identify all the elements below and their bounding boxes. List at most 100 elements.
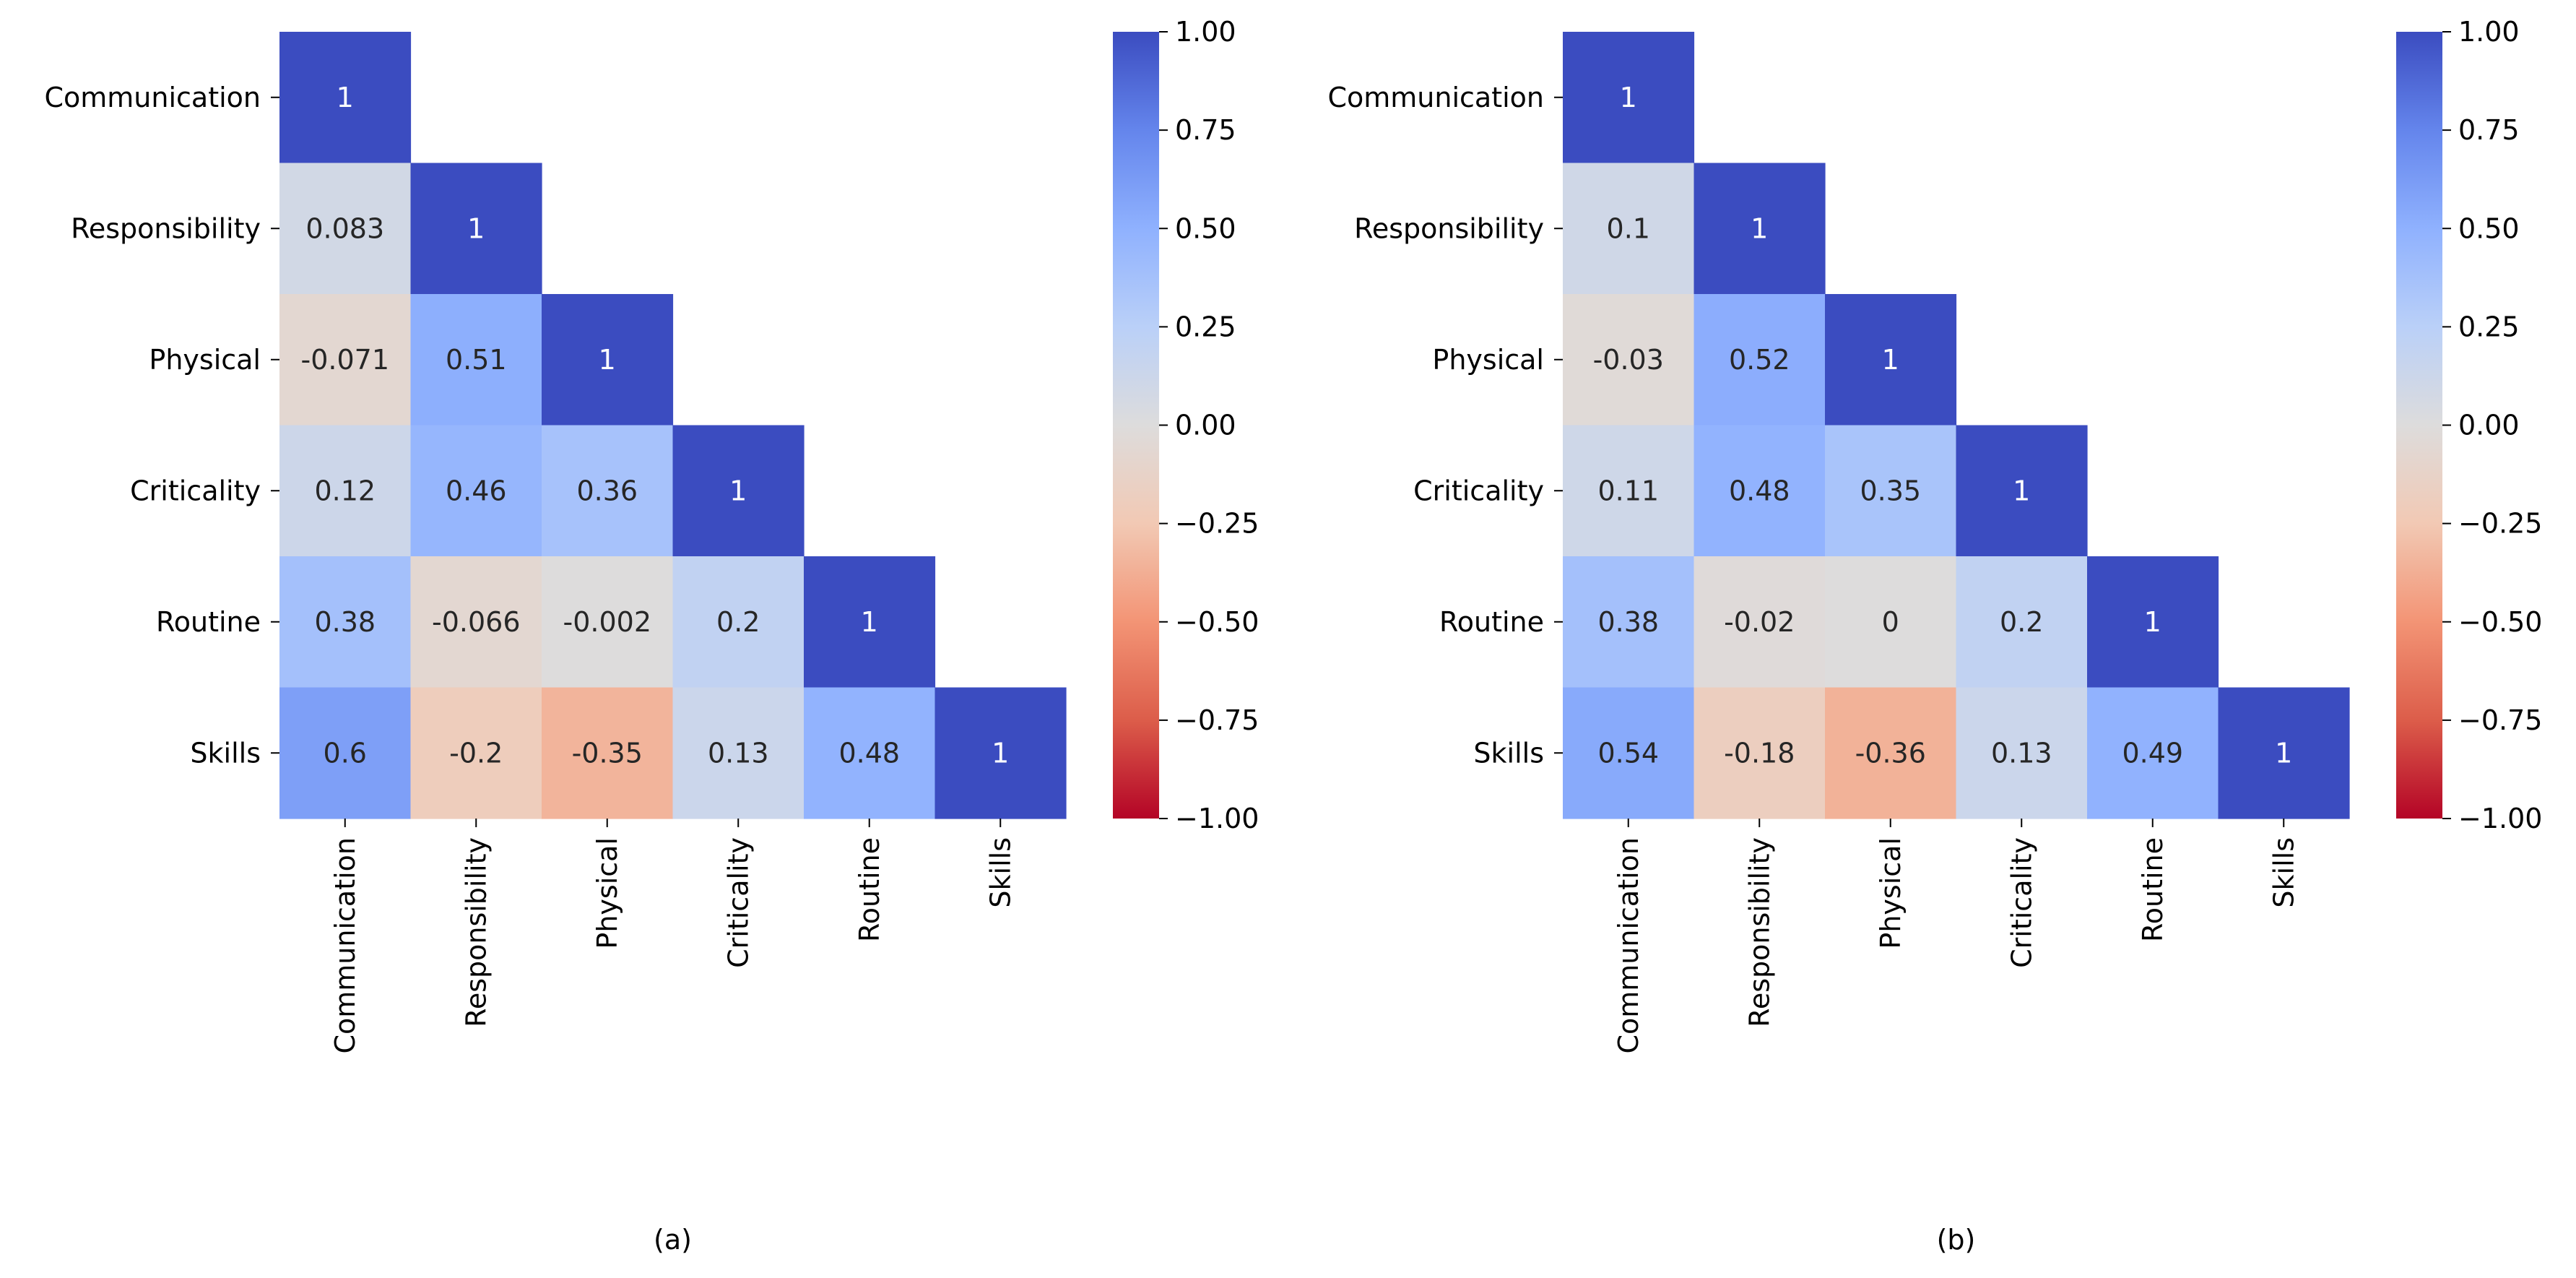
colorbar [2396,32,2442,819]
x-tick-label: Routine [854,837,885,942]
x-tick-label: Communication [1613,837,1644,1054]
heatmap-cell [542,425,674,557]
colorbar-tick-label: 0.75 [2458,114,2520,146]
heatmap-cell [672,687,805,819]
cell-value-label: 1 [992,737,1009,769]
heatmap-cell [279,163,412,295]
x-tick-label: Responsibility [1743,837,1775,1027]
heatmap-cell [279,32,412,164]
cell-value-label: 0.48 [1729,475,1790,506]
heatmap-cell [410,163,542,295]
cell-value-label: 0.48 [838,737,900,769]
heatmap-cell [2087,556,2219,688]
cell-value-label: 1 [599,344,616,376]
colorbar-tick-label: 0.50 [2458,212,2520,244]
heatmap-cell [279,294,412,426]
colorbar-tick-label: 1.00 [2458,16,2520,48]
colorbar-tick-label: 0.00 [2458,410,2520,441]
cell-value-label: 1 [1620,82,1637,113]
cell-value-label: -0.002 [563,606,652,638]
x-tick-label: Communication [329,837,361,1054]
colorbar-tick-label: 0.50 [1175,212,1236,244]
cell-value-label: 0.36 [576,475,638,506]
cell-value-label: 0.2 [2000,606,2043,638]
y-tick-label: Physical [149,344,261,376]
colorbar-tick-label: 0.25 [2458,311,2520,342]
heatmap-cell [672,556,805,688]
y-tick-label: Criticality [130,475,261,506]
heatmap-cell [934,687,1067,819]
cell-value-label: 1 [2275,737,2292,769]
cell-value-label: 1 [1882,344,1899,376]
colorbar-tick-label: −0.50 [2458,606,2542,638]
heatmap-cell [1563,163,1695,295]
heatmap-cell [1694,425,1826,557]
cell-value-label: 0.49 [2122,737,2183,769]
cell-value-label: 0.1 [1607,212,1650,244]
cell-value-label: 1 [337,82,354,113]
x-tick-label: Skills [2268,837,2299,908]
cell-value-label: -0.35 [572,737,643,769]
cell-value-label: 0.46 [446,475,507,506]
heatmap-cell [279,687,412,819]
colorbar-tick-label: 0.75 [1175,114,1236,146]
heatmap-cell [1956,425,2088,557]
colorbar-tick-label: −0.50 [1175,606,1259,638]
cell-value-label: 0.13 [1991,737,2052,769]
cell-value-label: -0.071 [301,344,390,376]
x-tick-label: Criticality [722,837,754,968]
cell-value-label: -0.36 [1855,737,1926,769]
heatmap-cell [1694,163,1826,295]
heatmap-cell [2087,687,2219,819]
cell-value-label: 1 [467,212,485,244]
cell-value-label: 1 [729,475,747,506]
cell-value-label: -0.066 [432,606,521,638]
x-tick-label: Responsibility [460,837,492,1027]
heatmap-cell [1956,687,2088,819]
heatmap-cell [410,687,542,819]
heatmap-cell [1694,294,1826,426]
colorbar-tick-label: −0.25 [2458,508,2542,540]
y-tick-label: Responsibility [71,212,261,244]
cell-value-label: 0.12 [314,475,376,506]
cell-value-label: 0.6 [324,737,367,769]
x-tick-label: Physical [1875,837,1907,949]
cell-value-label: 0.35 [1860,475,1921,506]
y-tick-label: Criticality [1413,475,1544,506]
heatmap-cell [542,294,674,426]
heatmap-panel-b: 10.1 1-0.03 0.52 10.11 0.48 0.35 10.38 -0.02 0 0.… [1327,16,2542,1256]
cell-value-label: -0.18 [1724,737,1795,769]
cell-value-label: 0.52 [1729,344,1790,376]
cell-value-label: 0.38 [314,606,376,638]
cell-value-label: 0 [1882,606,1899,638]
colorbar-tick-label: −1.00 [2458,803,2542,834]
heatmap-cell [1563,294,1695,426]
heatmap-cell [279,556,412,688]
cell-value-label: 0.54 [1597,737,1659,769]
panel-label: (a) [654,1224,692,1256]
heatmap-cell [1563,32,1695,164]
heatmap-cell [1694,687,1826,819]
cell-value-label: 0.2 [716,606,760,638]
colorbar [1113,32,1159,819]
colorbar-tick-label: −1.00 [1175,803,1259,834]
heatmap-cell [1825,294,1957,426]
heatmap-cell [410,556,542,688]
panel-label: (b) [1937,1224,1976,1256]
cell-value-label: 1 [1751,212,1768,244]
x-tick-label: Physical [591,837,623,949]
heatmap-cell [1825,425,1957,557]
heatmap-cell [1956,556,2088,688]
y-tick-label: Routine [156,606,261,638]
heatmap-cell [1694,556,1826,688]
cell-value-label: -0.02 [1724,606,1795,638]
y-tick-label: Responsibility [1354,212,1544,244]
cell-value-label: 0.11 [1597,475,1659,506]
y-tick-label: Physical [1432,344,1544,376]
colorbar-tick-label: 0.00 [1175,410,1236,441]
colorbar-tick-label: −0.25 [1175,508,1259,540]
cell-value-label: -0.2 [449,737,503,769]
cell-value-label: 1 [2013,475,2030,506]
y-tick-label: Communication [44,82,261,113]
